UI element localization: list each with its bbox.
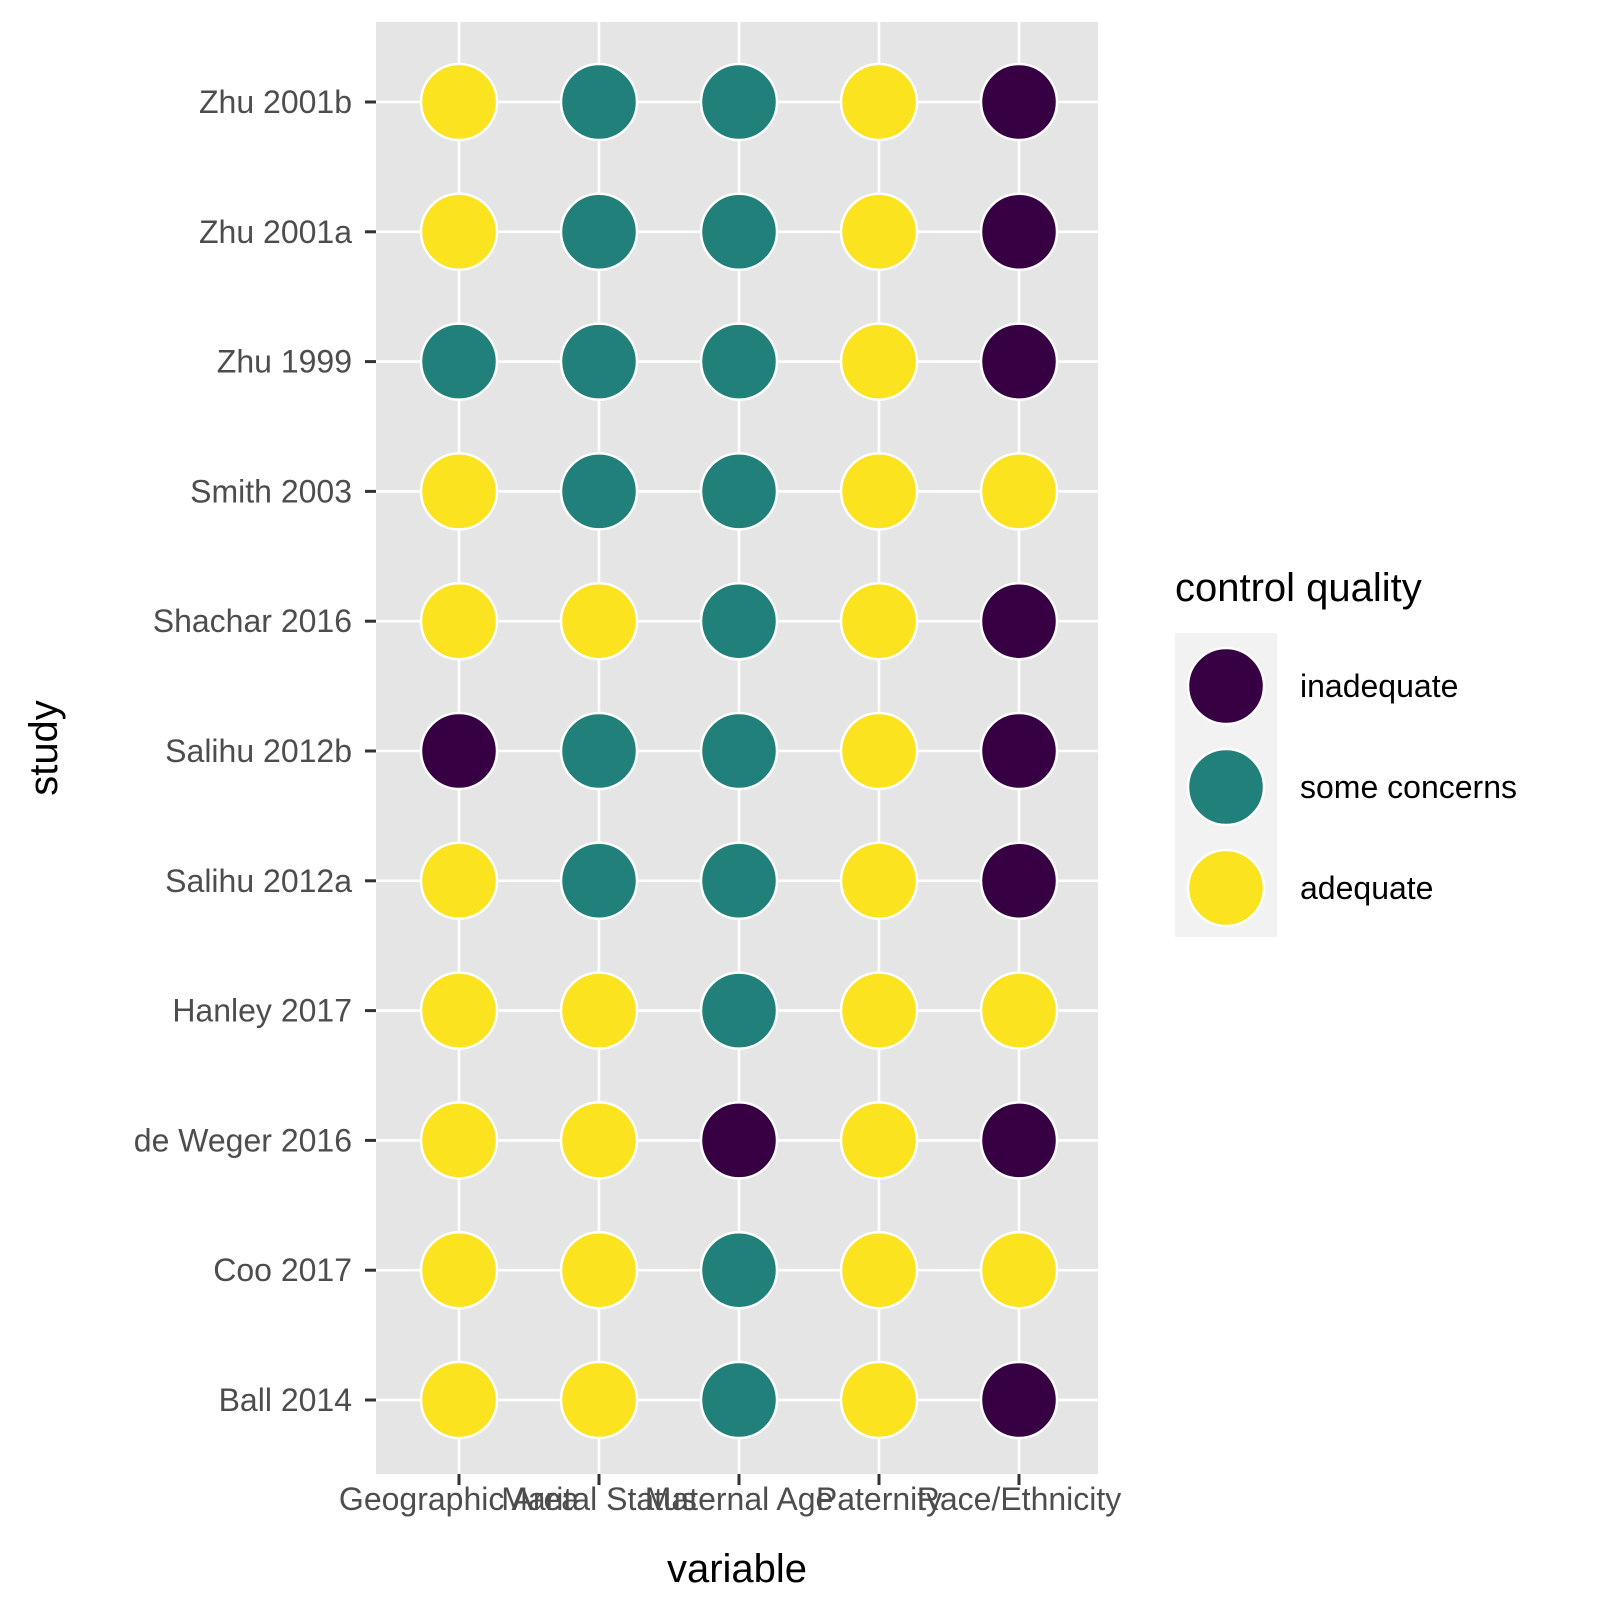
legend-key: [1186, 646, 1266, 726]
data-point: [699, 1230, 779, 1310]
data-point: [839, 192, 919, 272]
data-point: [839, 1101, 919, 1180]
data-point: [559, 322, 639, 401]
x-tick-label: Marital Status: [501, 1481, 697, 1517]
data-point: [839, 62, 919, 142]
data-point: [699, 581, 779, 661]
data-point: [839, 711, 919, 791]
legend-label: some concerns: [1300, 769, 1517, 805]
data-point: [559, 62, 639, 142]
data-point: [699, 192, 779, 272]
data-points: [419, 62, 1059, 1440]
data-point: [839, 581, 919, 661]
data-point: [979, 711, 1059, 791]
data-point: [559, 1360, 639, 1440]
legend-items: inadequate some concerns adequate: [1186, 646, 1517, 928]
data-point: [979, 841, 1059, 921]
legend-title: control quality: [1175, 566, 1422, 610]
data-point: [979, 62, 1059, 142]
x-tick-label: Race/Ethnicity: [917, 1481, 1122, 1517]
data-point: [419, 711, 499, 791]
legend-label: adequate: [1300, 870, 1433, 906]
data-point: [419, 192, 499, 272]
data-point: [699, 1360, 779, 1440]
legend-key: [1186, 848, 1266, 928]
x-tick-label: Paternity: [816, 1481, 942, 1517]
data-point: [559, 1230, 639, 1310]
legend: control quality inadequate some concerns a…: [1175, 566, 1517, 937]
data-point: [979, 322, 1059, 401]
data-point: [839, 322, 919, 401]
data-point: [699, 322, 779, 401]
data-point: [979, 452, 1059, 531]
x-tick-label: Maternal Age: [645, 1481, 834, 1517]
data-point: [699, 452, 779, 531]
axis-ticks: [365, 100, 1021, 1485]
data-point: [419, 1360, 499, 1440]
y-tick-label: Zhu 2001b: [199, 84, 352, 120]
y-tick-label: Smith 2003: [190, 473, 352, 509]
legend-key: [1186, 747, 1266, 827]
data-point: [979, 1101, 1059, 1180]
data-point: [839, 452, 919, 531]
data-point: [419, 971, 499, 1050]
data-point: [419, 841, 499, 921]
data-point: [699, 841, 779, 921]
y-tick-label: Shachar 2016: [153, 603, 352, 639]
data-point: [979, 1230, 1059, 1310]
x-axis-title: variable: [667, 1547, 807, 1591]
data-point: [979, 192, 1059, 272]
data-point: [559, 452, 639, 531]
data-point: [699, 1101, 779, 1180]
data-point: [559, 192, 639, 272]
data-point: [699, 62, 779, 142]
y-tick-label: Zhu 2001a: [199, 214, 352, 250]
y-tick-label: Salihu 2012b: [165, 733, 352, 769]
data-point: [839, 1230, 919, 1310]
x-tick-label: Geographic Area: [339, 1481, 579, 1517]
data-point: [839, 841, 919, 921]
data-point: [419, 322, 499, 401]
y-tick-label: Salihu 2012a: [165, 863, 352, 899]
data-point: [419, 1230, 499, 1310]
legend-label: inadequate: [1300, 668, 1458, 704]
y-tick-label: Coo 2017: [213, 1252, 352, 1288]
data-point: [559, 581, 639, 661]
y-tick-label: de Weger 2016: [134, 1122, 352, 1158]
data-point: [419, 581, 499, 661]
data-point: [559, 971, 639, 1050]
data-point: [979, 1360, 1059, 1440]
y-axis-title: study: [22, 700, 66, 796]
data-point: [419, 452, 499, 531]
data-point: [979, 971, 1059, 1050]
y-tick-label: Ball 2014: [219, 1382, 352, 1418]
data-point: [839, 1360, 919, 1440]
y-tick-label: Zhu 1999: [217, 344, 352, 380]
data-point: [559, 1101, 639, 1180]
y-tick-label: Hanley 2017: [172, 993, 352, 1029]
data-point: [839, 971, 919, 1050]
data-point: [419, 62, 499, 142]
data-point: [979, 581, 1059, 661]
data-point: [419, 1101, 499, 1180]
data-point: [559, 841, 639, 921]
data-point: [559, 711, 639, 791]
data-point: [699, 971, 779, 1050]
data-point: [699, 711, 779, 791]
